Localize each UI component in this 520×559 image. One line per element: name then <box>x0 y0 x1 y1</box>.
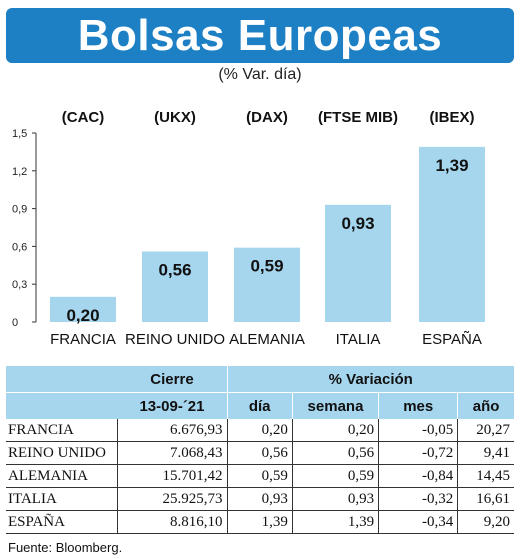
y-tick-label: 0,3 <box>12 279 27 291</box>
category-label: FRANCIA <box>50 331 116 348</box>
cell-mes: -0,72 <box>378 441 458 465</box>
cell-ano: 9,20 <box>457 510 514 534</box>
cell-cierre: 8.816,10 <box>116 510 228 534</box>
chart-title: Bolsas Europeas <box>77 11 443 60</box>
y-tick-label: 1,5 <box>12 128 27 140</box>
bar <box>234 247 300 322</box>
header-dia: día <box>226 392 293 419</box>
y-tick-label: 0,6 <box>12 241 27 253</box>
header-ano: año <box>457 392 514 419</box>
bar-value-label: 0,59 <box>250 257 283 276</box>
bar-value-label: 1,39 <box>435 156 468 175</box>
row-name: FRANCIA <box>6 419 118 442</box>
cell-mes: -0,32 <box>378 487 458 511</box>
cell-dia: 1,39 <box>226 510 293 534</box>
cell-dia: 0,20 <box>226 419 293 442</box>
header-date: 13-09-´21 <box>117 392 228 419</box>
category-label: ITALIA <box>336 331 381 348</box>
cell-cierre: 7.068,43 <box>116 441 228 465</box>
bar-value-label: 0,56 <box>158 260 191 279</box>
index-label: (FTSE MIB) <box>318 109 398 126</box>
bar-value-label: 0,93 <box>341 214 374 233</box>
y-tick-label: 0 <box>12 317 18 329</box>
cell-cierre: 6.676,93 <box>116 419 228 442</box>
category-label: ESPAÑA <box>422 331 482 348</box>
cell-mes: -0,05 <box>378 419 458 442</box>
cell-ano: 20,27 <box>457 419 514 442</box>
index-label: (IBEX) <box>430 109 475 126</box>
table-row: ALEMANIA 15.701,42 0,59 0,59 -0,84 14,45 <box>6 464 514 488</box>
cell-semana: 0,93 <box>291 487 379 511</box>
header-variacion: % Variación <box>226 366 514 393</box>
header-mes: mes <box>378 392 458 419</box>
table-row: REINO UNIDO 7.068,43 0,56 0,56 -0,72 9,4… <box>6 441 514 465</box>
cell-ano: 9,41 <box>457 441 514 465</box>
bar <box>50 296 116 322</box>
row-name: REINO UNIDO <box>6 441 118 465</box>
cell-dia: 0,56 <box>226 441 293 465</box>
row-name: ESPAÑA <box>6 510 118 534</box>
index-label: (CAC) <box>62 109 105 126</box>
table-corner-2 <box>6 392 118 419</box>
cell-cierre: 25.925,73 <box>116 487 228 511</box>
cell-semana: 0,56 <box>291 441 379 465</box>
chart-subtitle: (% Var. día) <box>218 66 302 83</box>
bar <box>142 251 208 322</box>
cell-semana: 0,20 <box>291 419 379 442</box>
cell-ano: 14,45 <box>457 464 514 488</box>
row-name: ALEMANIA <box>6 464 118 488</box>
table-row: ESPAÑA 8.816,10 1,39 1,39 -0,34 9,20 <box>6 510 514 534</box>
bar-chart: 0 0,3 0,6 0,9 1,2 1,5 0,20 (CAC) FRANCIA 0,56 (UKX… <box>12 109 485 348</box>
cell-cierre: 15.701,42 <box>116 464 228 488</box>
table-row: ITALIA 25.925,73 0,93 0,93 -0,32 16,61 <box>6 487 514 511</box>
table-row: FRANCIA 6.676,93 0,20 0,20 -0,05 20,27 <box>6 419 514 442</box>
cell-ano: 16,61 <box>457 487 514 511</box>
cell-semana: 1,39 <box>291 510 379 534</box>
bar-value-label: 0,20 <box>66 306 99 325</box>
cell-mes: -0,84 <box>378 464 458 488</box>
category-label: ALEMANIA <box>229 331 305 348</box>
source-note: Fuente: Bloomberg. <box>8 540 123 555</box>
category-label: REINO UNIDO <box>125 331 225 348</box>
cell-dia: 0,93 <box>226 487 293 511</box>
header-cierre: Cierre <box>117 366 228 393</box>
index-label: (DAX) <box>246 109 288 126</box>
header-semana: semana <box>291 392 379 419</box>
y-tick-label: 0,9 <box>12 204 27 216</box>
table-corner <box>6 366 118 393</box>
market-table: Cierre % Variación 13-09-´21 día semana … <box>6 366 514 534</box>
bar <box>419 146 485 322</box>
cell-semana: 0,59 <box>291 464 379 488</box>
bar <box>325 204 391 322</box>
cell-dia: 0,59 <box>226 464 293 488</box>
row-name: ITALIA <box>6 487 118 511</box>
index-label: (UKX) <box>154 109 196 126</box>
cell-mes: -0,34 <box>378 510 458 534</box>
y-tick-label: 1,2 <box>12 166 27 178</box>
title-banner: Bolsas Europeas <box>6 8 514 63</box>
